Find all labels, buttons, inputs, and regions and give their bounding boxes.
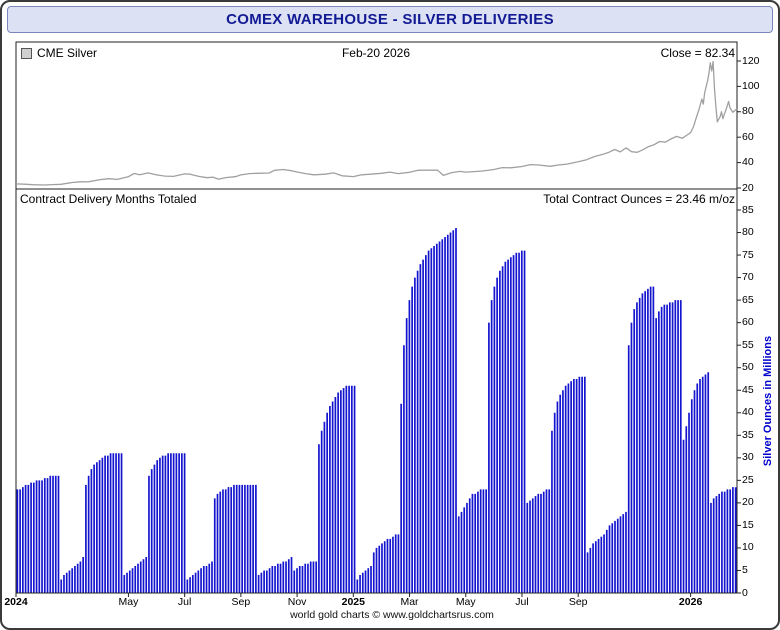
- x-axis-label: 2026: [678, 596, 703, 608]
- ounces-axis-tick: 40: [742, 406, 754, 419]
- ounces-axis-tick: 60: [742, 316, 754, 329]
- delivery-bars: [16, 228, 737, 593]
- legend-label: CME Silver: [37, 46, 98, 60]
- ounces-axis-tick: 80: [742, 226, 754, 239]
- price-axis-tick: 40: [742, 156, 754, 169]
- x-axis-label: 2024: [4, 596, 28, 608]
- ounces-axis-tick: 10: [742, 541, 754, 554]
- footer-credit: world gold charts © www.goldchartsrus.co…: [290, 609, 494, 621]
- x-axis-label: Jul: [177, 596, 192, 608]
- ounces-axis-tick: 75: [742, 248, 754, 261]
- ounces-axis-tick: 0: [742, 586, 748, 599]
- ounces-axis-tick: 5: [742, 563, 748, 576]
- x-axis-label: Nov: [287, 596, 307, 608]
- total-ounces-label: Total Contract Ounces = 23.46 m/oz: [543, 192, 735, 206]
- price-axis-tick: 60: [742, 130, 754, 143]
- delivery-panel-title: Contract Delivery Months Totaled: [20, 192, 197, 206]
- silver-ounces-axis-title: Silver Ounces in Millions: [762, 335, 774, 467]
- price-axis-tick: 100: [742, 79, 760, 92]
- legend-swatch-icon: [21, 48, 32, 59]
- ounces-axis-tick: 50: [742, 361, 754, 374]
- ounces-axis-tick: 85: [742, 203, 754, 216]
- ounces-axis-tick: 20: [742, 496, 754, 509]
- x-axis-label: May: [118, 596, 139, 608]
- ounces-axis-tick: 70: [742, 271, 754, 284]
- x-axis-label: Sep: [568, 596, 588, 608]
- ounces-axis-tick: 55: [742, 338, 754, 351]
- ounces-axis-tick: 35: [742, 428, 754, 441]
- ounces-axis-tick: 65: [742, 293, 754, 306]
- title-bar: COMEX WAREHOUSE - SILVER DELIVERIES: [7, 6, 773, 33]
- price-line: [15, 60, 738, 186]
- price-axis-tick: 120: [742, 54, 760, 67]
- x-axis-label: Jul: [515, 596, 529, 608]
- x-axis-label: Sep: [231, 596, 251, 608]
- ounces-axis-tick: 25: [742, 473, 754, 486]
- ounces-axis-tick: 30: [742, 451, 754, 464]
- close-value-label: Close = 82.34: [660, 46, 735, 60]
- x-axis-label: Mar: [400, 596, 419, 608]
- ounces-axis-tick: 15: [742, 518, 754, 531]
- date-label: Feb-20 2026: [341, 46, 411, 60]
- x-axis-label: May: [455, 596, 476, 608]
- x-axis-label: 2025: [341, 596, 365, 608]
- price-axis-tick: 20: [742, 181, 754, 194]
- plot-border: [15, 41, 738, 594]
- axis-ticks: [15, 60, 741, 597]
- price-axis-tick: 80: [742, 105, 754, 118]
- ounces-axis-tick: 45: [742, 383, 754, 396]
- page-title: COMEX WAREHOUSE - SILVER DELIVERIES: [226, 11, 554, 28]
